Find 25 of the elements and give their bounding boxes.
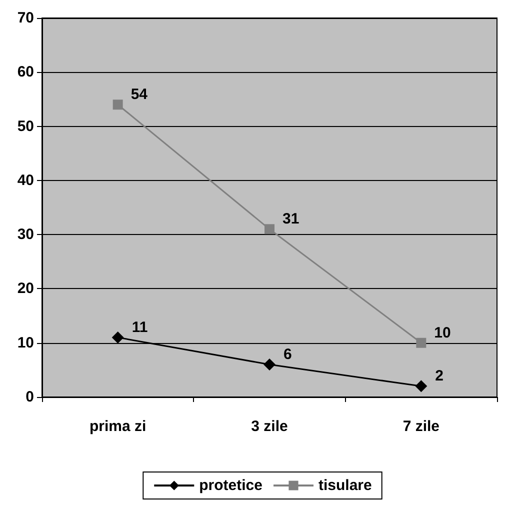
point — [415, 380, 428, 392]
y-tick-label: 20 — [17, 280, 34, 298]
point — [112, 331, 124, 344]
point — [264, 224, 274, 234]
y-tick-label: 50 — [17, 118, 34, 135]
data-label: 11 — [132, 318, 148, 336]
legend-label: tisulare — [318, 477, 372, 494]
x-tick-label: 3 zile — [251, 418, 288, 435]
data-label: 54 — [130, 86, 148, 104]
y-tick-label: 60 — [17, 64, 34, 81]
data-label: 10 — [434, 324, 451, 342]
y-tick-label: 70 — [17, 10, 34, 26]
point — [264, 358, 276, 371]
y-tick-label: 30 — [17, 226, 34, 244]
legend-label: protetice — [199, 477, 263, 494]
point — [416, 338, 426, 348]
y-tick-label: 40 — [17, 172, 34, 189]
x-tick-label: prima zi — [89, 418, 146, 435]
y-tick-label: 0 — [26, 388, 34, 406]
x-tick-label: 7 zile — [402, 418, 440, 435]
data-label: 31 — [282, 210, 300, 228]
point — [112, 100, 123, 110]
data-label: 2 — [435, 368, 444, 385]
y-tick-label: 10 — [17, 334, 34, 352]
data-label: 6 — [284, 346, 292, 364]
